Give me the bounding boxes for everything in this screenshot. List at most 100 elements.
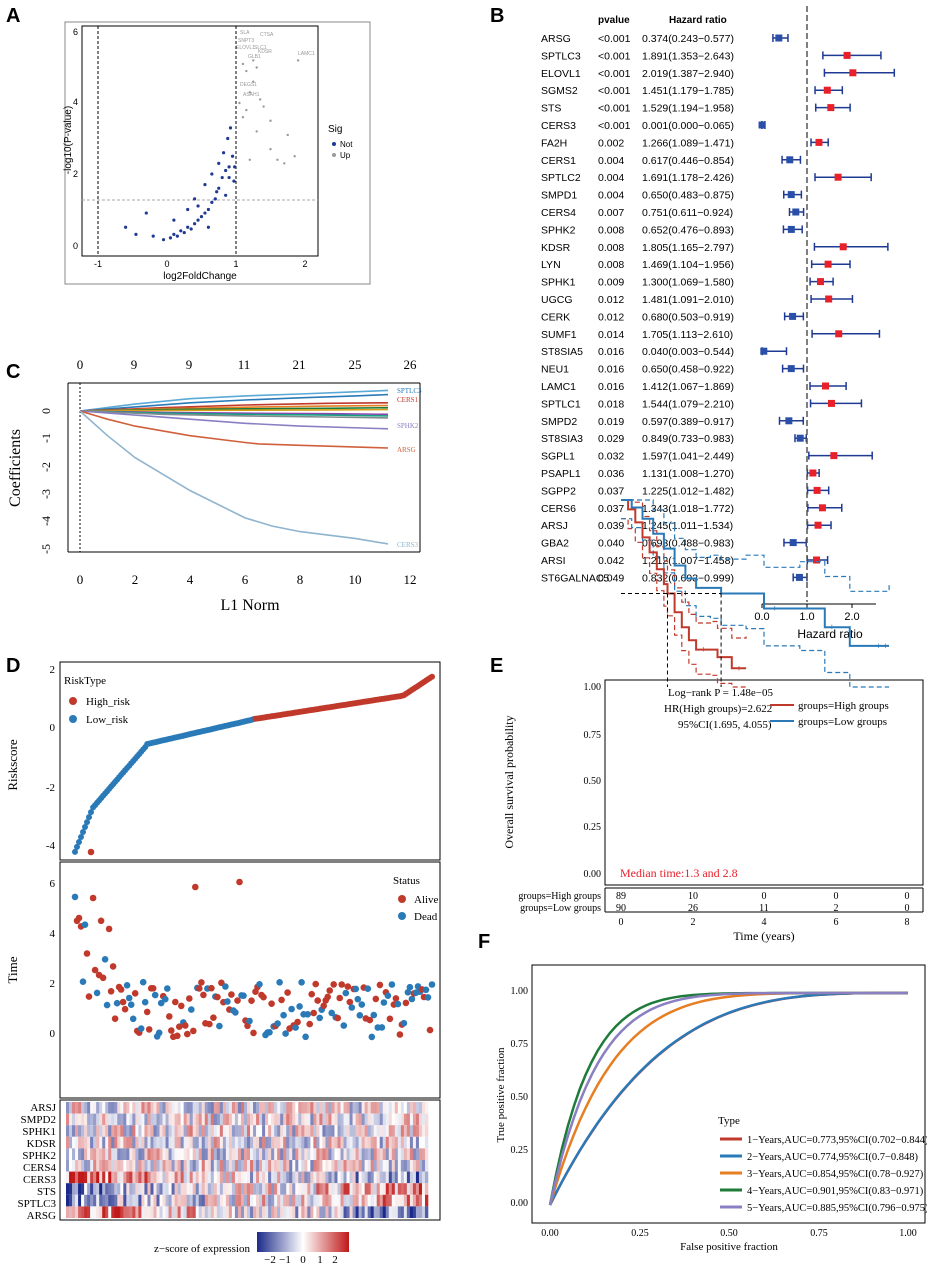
d-heat-cell xyxy=(150,1102,154,1114)
d-heat-cell xyxy=(307,1206,311,1218)
d-time-point xyxy=(298,979,305,986)
d-heat-cell xyxy=(132,1206,136,1218)
d-heat-cell xyxy=(156,1113,160,1126)
d-risk-point xyxy=(74,843,80,850)
d-heat-gene: CERS4 xyxy=(23,1162,57,1174)
d-heat-cell xyxy=(171,1206,175,1218)
a-point-not xyxy=(224,168,228,173)
b-rows: ARSG <0.001 0.374(0.243−0.577)SPTLC3 <0.001… xyxy=(541,33,896,584)
d-heat-cell xyxy=(367,1125,371,1137)
b-hr-marker xyxy=(825,295,833,303)
d-risk-ytick: -4 xyxy=(46,840,56,852)
a-point-not xyxy=(151,234,155,238)
d-heat-cell xyxy=(96,1125,100,1137)
d-heat-cell xyxy=(391,1148,396,1160)
d-heat-cell xyxy=(376,1136,381,1149)
d-heat-cell xyxy=(283,1113,287,1126)
d-heat-cell xyxy=(114,1171,118,1184)
d-heat-cell xyxy=(361,1102,365,1114)
a-point-up xyxy=(293,155,296,158)
d-time-point xyxy=(103,1001,111,1009)
d-heat-cell xyxy=(418,1206,423,1218)
d-heat-cell xyxy=(325,1160,329,1172)
b-gene-name: CERS4 xyxy=(541,207,576,219)
d-heat-cell xyxy=(243,1160,248,1172)
c-ytick: -2 xyxy=(39,462,53,472)
d-heat-cell xyxy=(409,1194,414,1207)
d-heat-cell xyxy=(364,1125,368,1137)
d-heat-cell xyxy=(168,1125,172,1137)
d-heat-cell xyxy=(319,1102,323,1114)
d-heat-cell xyxy=(280,1136,284,1149)
d-heat-cell xyxy=(126,1160,130,1172)
d-heat-cell xyxy=(132,1102,136,1114)
d-heat-cell xyxy=(138,1183,142,1195)
d-heat-cell xyxy=(340,1136,344,1149)
b-pvalue: 0.014 xyxy=(598,329,624,341)
d-heat-cell xyxy=(262,1206,266,1218)
b-gene-name: CERS1 xyxy=(541,155,576,167)
d-heat-cell xyxy=(286,1194,290,1207)
d-heat-cell xyxy=(373,1194,378,1207)
b-gene-name: SMPD2 xyxy=(541,416,577,428)
d-legend-high: High_risk xyxy=(86,696,131,708)
d-heat-cell xyxy=(319,1160,323,1172)
d-heat-cell xyxy=(385,1148,390,1160)
d-time-point xyxy=(250,1029,257,1037)
b-hr-marker xyxy=(823,86,831,94)
d-heat-cell xyxy=(349,1206,353,1218)
d-heat-cell xyxy=(295,1206,299,1218)
d-heat-cell xyxy=(343,1183,347,1195)
d-heat-cell xyxy=(66,1102,70,1114)
d-heat-cell xyxy=(75,1160,79,1172)
d-heat-cell xyxy=(69,1136,73,1149)
a-point-not xyxy=(228,126,233,130)
d-heat-cell xyxy=(262,1136,266,1149)
d-heat-cell xyxy=(274,1136,278,1149)
d-heat-cell xyxy=(337,1171,341,1184)
d-heat-cell xyxy=(394,1125,399,1137)
e-stat-logrank: Log−rank P = 1.48e−05 xyxy=(668,687,773,699)
b-hr-text: 0.597(0.389−0.917) xyxy=(642,416,734,428)
c-xtick: 8 xyxy=(297,572,304,587)
d-heat-cell xyxy=(418,1125,423,1137)
d-heat-cell xyxy=(373,1183,378,1195)
d-heat-cell xyxy=(225,1160,230,1172)
c-xtick: 4 xyxy=(187,572,194,587)
d-heat-cell xyxy=(243,1136,248,1149)
b-hr-marker xyxy=(818,504,826,512)
d-time-point xyxy=(336,994,344,1002)
d-heat-cell xyxy=(373,1102,378,1114)
panel-label-a: A xyxy=(6,5,20,27)
b-gene-name: LYN xyxy=(541,259,561,271)
d-heat-cell xyxy=(180,1102,184,1114)
d-heat-cell xyxy=(99,1194,103,1207)
b-gene-name: SMPD1 xyxy=(541,190,577,202)
panel-c-lasso: 0 9 9 11 21 25 26 0 2 4 6 8 10 12 0 -1 -… xyxy=(7,357,422,614)
d-heat-cell xyxy=(117,1102,121,1114)
e-stat-ci: 95%CI(1.695, 4.055) xyxy=(678,719,772,731)
d-heat-cell xyxy=(400,1125,405,1137)
panel-b-forest: pvalue Hazard ratio ARSG <0.001 0.374(0.24… xyxy=(541,6,896,641)
d-heat-cell xyxy=(334,1148,338,1160)
b-hr-text: 1.891(1.353−2.643) xyxy=(642,50,734,62)
d-time-point xyxy=(406,983,414,991)
d-heat-cell xyxy=(304,1171,308,1184)
c-coef-path xyxy=(79,389,389,412)
d-heat-cell xyxy=(231,1136,236,1149)
d-time-point xyxy=(320,1002,328,1010)
b-hr-marker xyxy=(792,208,800,216)
d-heat-cell xyxy=(183,1113,187,1126)
e-censor-low: + xyxy=(876,641,881,651)
panel-e-km: 1.00 0.75 0.50 0.25 0.00 Overall surviva… xyxy=(502,499,924,943)
d-heat-cell xyxy=(247,1171,251,1184)
e-ytick: 0.75 xyxy=(584,730,602,741)
d-heat-cell xyxy=(316,1194,320,1207)
d-heat-cell xyxy=(412,1125,417,1137)
d-heat-cell xyxy=(292,1136,296,1149)
c-label-cers1: CERS1 xyxy=(397,396,419,404)
d-heat-cell xyxy=(376,1194,381,1207)
e-plot-box xyxy=(604,679,924,886)
d-heat-cell xyxy=(346,1183,350,1195)
d-heat-cell xyxy=(256,1171,260,1184)
